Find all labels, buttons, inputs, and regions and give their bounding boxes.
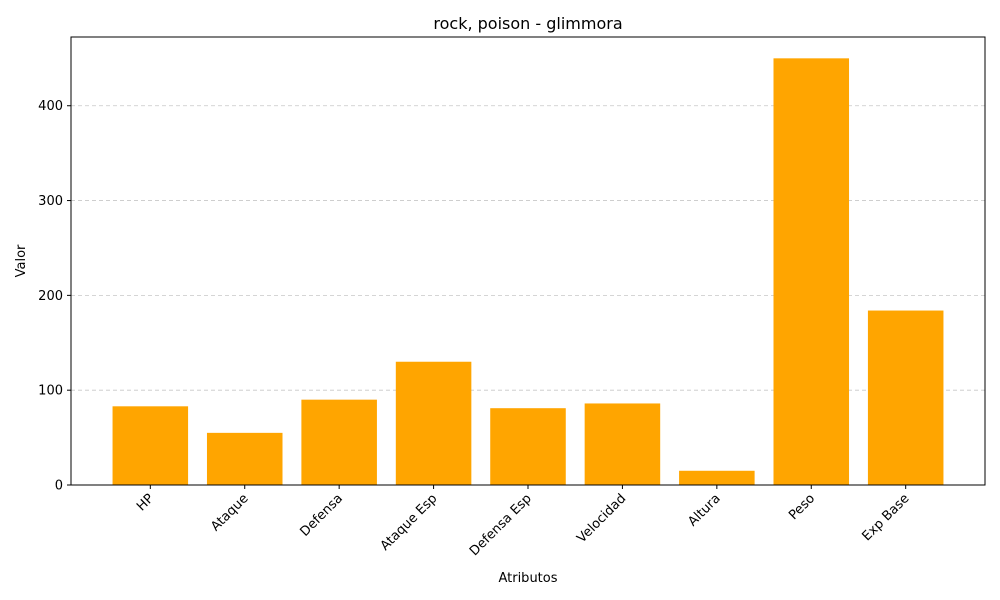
x-tick-label: Peso bbox=[786, 491, 818, 523]
bar-ataque-esp bbox=[395, 361, 472, 485]
x-tick-label: Defensa Esp bbox=[467, 491, 535, 559]
x-tick-label: Exp Base bbox=[860, 491, 913, 544]
x-axis-label: Atributos bbox=[498, 571, 557, 586]
bar-hp bbox=[112, 406, 189, 485]
bar-defensa bbox=[301, 399, 377, 485]
x-tick-label: HP bbox=[134, 491, 157, 514]
y-axis-ticks: 0 100 200 300 400 bbox=[38, 99, 71, 494]
bar-defensa-esp bbox=[490, 408, 566, 485]
grid-lines bbox=[71, 105, 985, 391]
x-tick-label: Ataque Esp bbox=[378, 491, 441, 554]
bar-peso bbox=[773, 58, 850, 485]
x-tick-label: Altura bbox=[685, 491, 723, 529]
x-tick-label: Velocidad bbox=[574, 491, 629, 546]
x-tick-label: Ataque bbox=[208, 491, 251, 534]
bar-ataque bbox=[206, 432, 283, 485]
bar-altura bbox=[679, 470, 755, 485]
y-axis-label: Valor bbox=[14, 244, 29, 277]
chart-title: rock, poison - glimmora bbox=[433, 14, 622, 33]
y-tick-label: 300 bbox=[38, 194, 63, 209]
bar-velocidad bbox=[584, 403, 661, 485]
bars bbox=[112, 58, 944, 485]
y-tick-label: 100 bbox=[38, 384, 63, 399]
x-axis-ticks: HP Ataque Defensa Ataque Esp Defensa Esp Velo… bbox=[134, 485, 913, 559]
x-tick-label: Defensa bbox=[298, 491, 346, 539]
y-tick-label: 400 bbox=[38, 99, 63, 114]
bar-exp-base bbox=[867, 310, 944, 485]
y-tick-label: 200 bbox=[38, 289, 63, 304]
y-tick-label: 0 bbox=[55, 479, 63, 494]
